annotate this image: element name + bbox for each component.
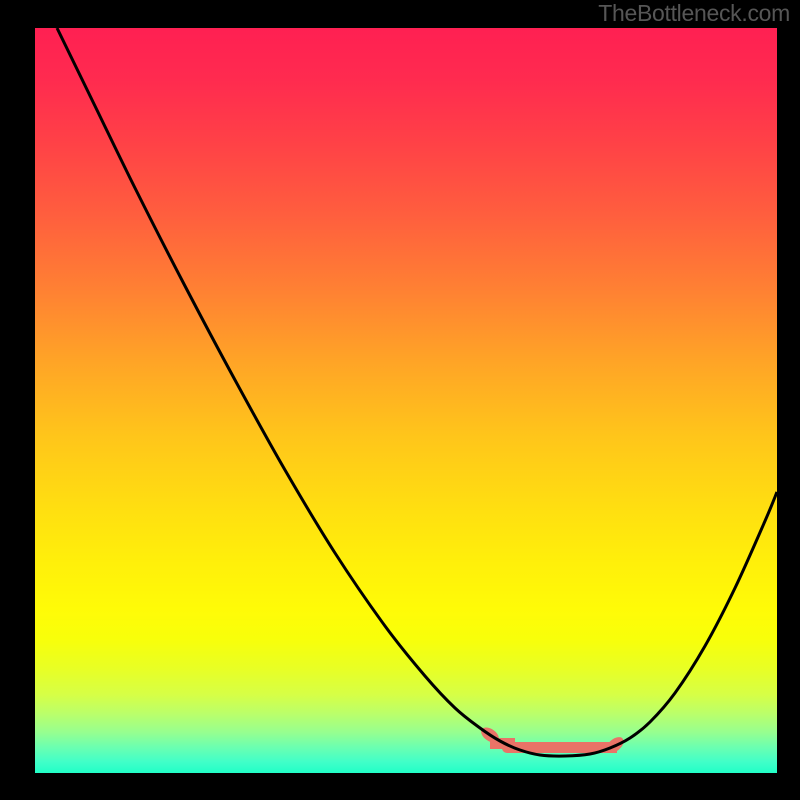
gradient-background bbox=[35, 28, 777, 773]
watermark-text: TheBottleneck.com bbox=[598, 0, 790, 27]
chart-svg bbox=[35, 28, 777, 773]
plot-area bbox=[35, 28, 777, 773]
